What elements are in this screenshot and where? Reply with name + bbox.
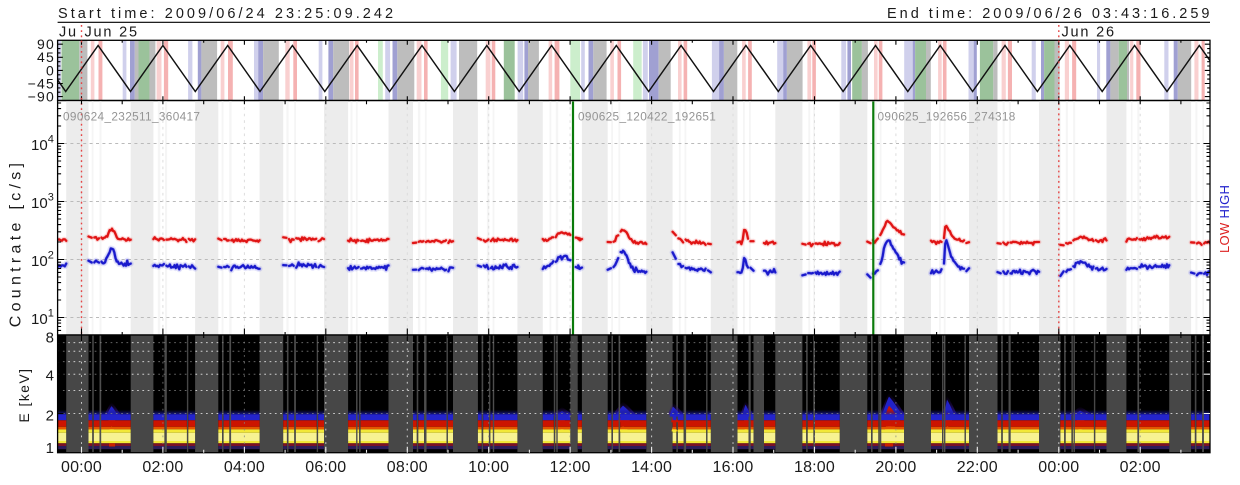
svg-text:−45: −45 — [28, 75, 55, 91]
svg-text:1: 1 — [46, 440, 54, 457]
svg-text:10: 10 — [31, 311, 48, 328]
svg-text:12:00: 12:00 — [550, 459, 591, 476]
svg-text:E [keV]: E [keV] — [17, 368, 32, 423]
svg-text:LOW: LOW — [1217, 222, 1232, 253]
svg-text:18:00: 18:00 — [794, 459, 835, 476]
svg-text:4: 4 — [48, 134, 54, 146]
svg-text:3: 3 — [48, 192, 54, 204]
svg-text:22:00: 22:00 — [957, 459, 998, 476]
svg-text:10: 10 — [31, 195, 48, 212]
svg-text:16:00: 16:00 — [712, 459, 753, 476]
svg-text:End time: 2009/06/26 03:43:16.: End time: 2009/06/26 03:43:16.259 — [887, 6, 1213, 22]
svg-text:Ju: Ju — [59, 25, 78, 41]
svg-text:20:00: 20:00 — [875, 459, 916, 476]
svg-text:090624_232511_360417: 090624_232511_360417 — [63, 110, 200, 124]
svg-text:1: 1 — [48, 308, 54, 320]
svg-text:0: 0 — [46, 62, 55, 78]
svg-text:02:00: 02:00 — [142, 459, 183, 476]
svg-text:00:00: 00:00 — [1038, 459, 1079, 476]
svg-text:06:00: 06:00 — [305, 459, 346, 476]
svg-text:04:00: 04:00 — [224, 459, 265, 476]
svg-text:Countrate [c/s]: Countrate [c/s] — [8, 159, 25, 328]
svg-text:090625_120422_192651: 090625_120422_192651 — [578, 110, 716, 124]
svg-text:4: 4 — [46, 368, 54, 385]
svg-text:08:00: 08:00 — [387, 459, 428, 476]
svg-text:2: 2 — [48, 250, 54, 262]
svg-text:45: 45 — [37, 49, 55, 65]
svg-text:Jun 26: Jun 26 — [1062, 25, 1116, 41]
svg-text:10: 10 — [31, 253, 48, 270]
svg-text:HIGH: HIGH — [1217, 185, 1232, 219]
svg-text:Start time: 2009/06/24 23:25:0: Start time: 2009/06/24 23:25:09.242 — [58, 6, 396, 22]
svg-text:90: 90 — [37, 36, 55, 52]
svg-text:Jun 25: Jun 25 — [85, 25, 139, 41]
svg-text:8: 8 — [46, 329, 54, 346]
svg-text:14:00: 14:00 — [631, 459, 672, 476]
svg-text:00:00: 00:00 — [61, 459, 102, 476]
svg-text:−90: −90 — [28, 89, 55, 105]
svg-text:10:00: 10:00 — [468, 459, 509, 476]
svg-text:2: 2 — [46, 408, 54, 425]
svg-text:10: 10 — [31, 137, 48, 154]
svg-text:02:00: 02:00 — [1120, 459, 1161, 476]
svg-text:090625_192656_274318: 090625_192656_274318 — [878, 110, 1016, 124]
